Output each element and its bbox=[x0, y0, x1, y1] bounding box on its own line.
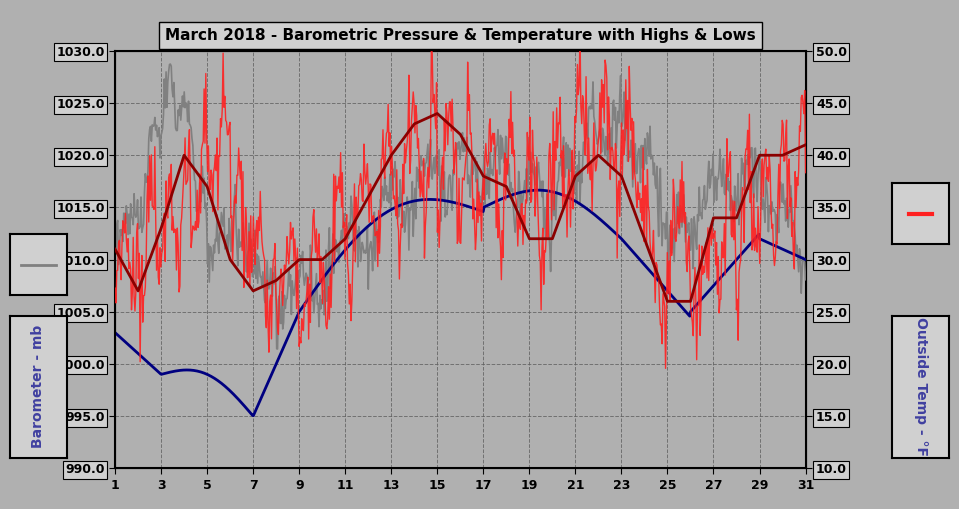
Text: Barometer - mb: Barometer - mb bbox=[32, 325, 45, 448]
Title: March 2018 - Barometric Pressure & Temperature with Highs & Lows: March 2018 - Barometric Pressure & Tempe… bbox=[165, 28, 756, 43]
Text: Outside Temp - °F: Outside Temp - °F bbox=[914, 317, 927, 457]
